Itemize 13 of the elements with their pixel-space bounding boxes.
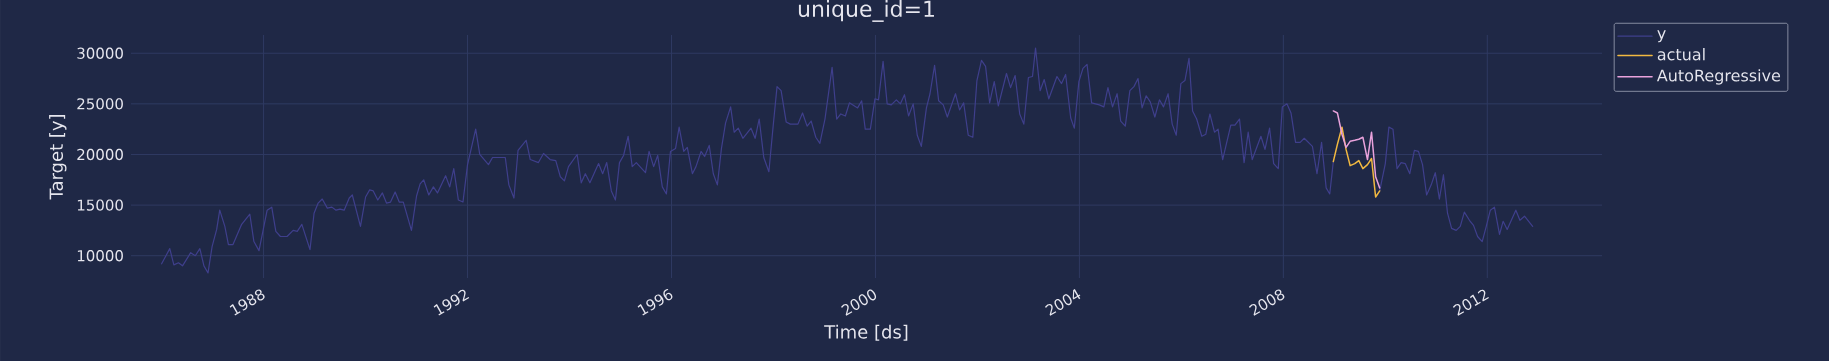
y-axis-title: Target [y] bbox=[49, 115, 67, 200]
line-series bbox=[1332, 126, 1381, 198]
chart-title: unique_id=1 bbox=[798, 0, 934, 22]
legend-label: y bbox=[1657, 30, 1666, 43]
x-axis-title: Time [ds] bbox=[824, 324, 908, 341]
legend-label: AutoRegressive bbox=[1656, 69, 1781, 85]
y-tick-label: 30000 bbox=[77, 47, 123, 59]
legend-label: actual bbox=[1657, 48, 1705, 61]
y-tick-label: 20000 bbox=[77, 148, 123, 161]
line-series bbox=[1332, 110, 1381, 189]
y-tick-label: 15000 bbox=[77, 199, 123, 211]
y-tick-label: 10000 bbox=[77, 250, 123, 262]
y-tick-label: 25000 bbox=[77, 98, 123, 110]
